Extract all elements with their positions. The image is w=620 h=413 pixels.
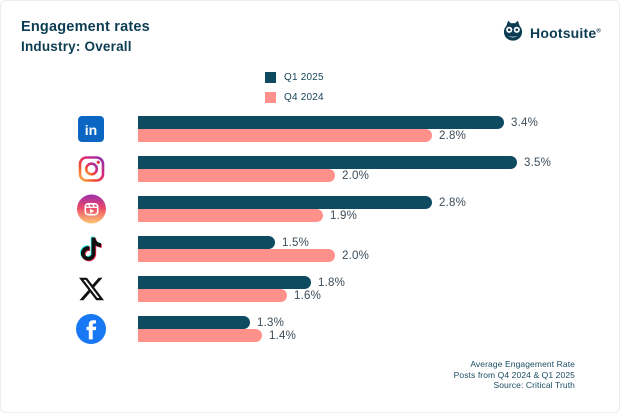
row-instagram: 3.5% 2.0%	[1, 149, 619, 189]
bar-q4	[138, 289, 287, 302]
title-block: Engagement rates Industry: Overall	[21, 19, 150, 54]
bar-q4	[138, 169, 335, 182]
footnote-line-3: Source: Critical Truth	[493, 380, 575, 390]
bar-value-label: 2.8%	[439, 196, 467, 209]
logo-wordmark: Hootsuite®	[530, 25, 601, 41]
chart-footnote: Average Engagement Rate Posts from Q4 20…	[454, 359, 575, 391]
row-facebook: 1.3% 1.4%	[1, 309, 619, 349]
q4-swatch	[265, 91, 276, 103]
bar-value-label: 1.3%	[257, 316, 285, 329]
legend-item-q1: Q1 2025	[265, 71, 324, 83]
bar-q1	[138, 196, 432, 209]
bar-value-label: 1.6%	[294, 289, 322, 302]
legend-label: Q1 2025	[284, 71, 324, 83]
bar-q4	[138, 329, 262, 342]
row-linkedin: in 3.4% 2.8%	[1, 109, 619, 149]
bar-q1	[138, 316, 250, 329]
legend-item-q4: Q4 2024	[265, 91, 324, 103]
row-tiktok: 1.5% 2.0%	[1, 229, 619, 269]
hootsuite-logo: Hootsuite®	[501, 20, 601, 46]
instagram-icon	[75, 156, 107, 183]
bar-value-label: 2.8%	[439, 129, 467, 142]
tiktok-icon	[75, 236, 107, 263]
instagram-reels-icon	[75, 194, 107, 224]
bar-q1	[138, 116, 504, 129]
footnote-line-1: Average Engagement Rate	[470, 359, 575, 369]
bar-q1	[138, 276, 311, 289]
row-x: 1.8% 1.6%	[1, 269, 619, 309]
q1-swatch	[265, 71, 276, 83]
page-title: Engagement rates	[21, 19, 150, 35]
chart-legend: Q1 2025 Q4 2024	[265, 71, 324, 111]
page-subtitle: Industry: Overall	[21, 39, 132, 54]
bar-q4	[138, 209, 323, 222]
bar-value-label: 1.9%	[330, 209, 358, 222]
bar-value-label: 3.5%	[524, 156, 552, 169]
bar-q1	[138, 236, 275, 249]
bar-q1	[138, 156, 517, 169]
bar-value-label: 2.0%	[342, 249, 370, 262]
footnote-line-2: Posts from Q4 2024 & Q1 2025	[453, 369, 575, 380]
bar-value-label: 1.8%	[318, 276, 346, 289]
bar-q4	[138, 129, 432, 142]
linkedin-icon: in	[75, 116, 107, 142]
svg-text:in: in	[85, 122, 97, 138]
bar-value-label: 1.5%	[282, 236, 310, 249]
facebook-icon	[75, 314, 107, 344]
bar-value-label: 1.4%	[269, 329, 297, 342]
bar-value-label: 3.4%	[511, 116, 539, 129]
legend-label: Q4 2024	[284, 91, 324, 103]
x-icon	[75, 277, 107, 302]
row-instagram-reels: 2.8% 1.9%	[1, 189, 619, 229]
bar-value-label: 2.0%	[342, 169, 370, 182]
bar-chart: in 3.4% 2.8%	[1, 109, 619, 349]
owl-icon	[501, 20, 525, 46]
bar-q4	[138, 249, 335, 262]
